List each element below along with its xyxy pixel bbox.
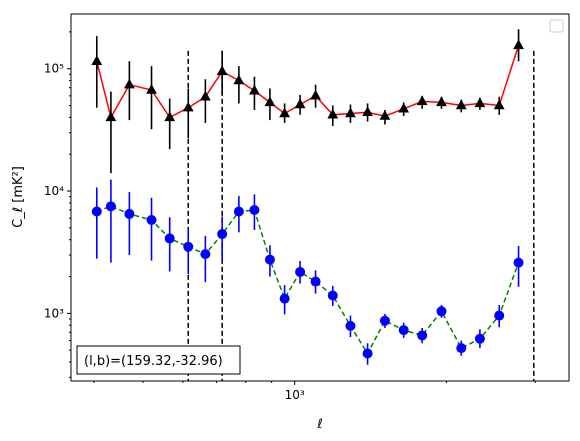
y-tick-label: 10³ (44, 306, 64, 320)
data-point-circle (146, 214, 157, 225)
plot-background (71, 14, 569, 381)
data-point-circle (124, 208, 135, 219)
annotation-box (76, 345, 241, 375)
data-point-triangle (216, 65, 228, 76)
plot-frame (70, 13, 570, 382)
legend-box[interactable] (549, 19, 564, 33)
data-point-circle (513, 257, 524, 268)
tick-labels: 10³ 10⁴ 10⁵ 10³ (44, 62, 305, 402)
data-point-circle (91, 206, 102, 217)
data-point-triangle (345, 107, 356, 118)
data-point-circle (398, 325, 409, 336)
data-point-triangle (164, 111, 176, 122)
data-point-triangle (279, 107, 291, 118)
data-point-circle (264, 254, 275, 265)
data-point-triangle (264, 96, 276, 107)
data-point-triangle (249, 84, 260, 95)
data-point-circle (327, 290, 338, 301)
vertical-lines (187, 50, 535, 381)
y-tick-label: 10⁵ (44, 62, 64, 76)
data-point-circle (345, 320, 356, 331)
data-point-circle (474, 333, 485, 344)
data-point-circle (249, 204, 260, 215)
data-point-circle (183, 241, 194, 252)
data-point-circle (362, 348, 373, 359)
data-point-triangle (233, 74, 245, 85)
series-1 (91, 29, 524, 174)
data-point-circle (417, 330, 428, 341)
data-point-circle (279, 293, 290, 304)
data-point-circle (379, 315, 390, 326)
data-point-triangle (416, 95, 428, 106)
data-point-triangle (513, 39, 524, 50)
x-tick-label: 10³ (285, 388, 305, 402)
data-point-triangle (199, 90, 211, 101)
data-point-triangle (474, 97, 486, 108)
series-2 (91, 179, 524, 365)
x-axis-label: ℓ (316, 417, 322, 432)
data-point-triangle (123, 78, 135, 89)
data-point-triangle (436, 96, 447, 107)
data-point-triangle (455, 99, 467, 110)
data-point-triangle (91, 55, 103, 65)
data-point-circle (295, 266, 306, 277)
data-point-circle (164, 233, 175, 244)
data-point-triangle (398, 102, 410, 113)
data-point-circle (456, 343, 467, 354)
data-point-triangle (294, 98, 306, 109)
annotation-text: (l,b)=(159.32,-32.96) (84, 354, 223, 369)
y-axis-label: C_ℓ [mK²] (11, 166, 26, 228)
data-point-triangle (379, 110, 391, 120)
data-point-circle (494, 310, 505, 321)
axis-ticks (67, 31, 536, 385)
data-point-circle (217, 229, 228, 240)
series-layer (91, 29, 524, 365)
data-point-triangle (493, 99, 505, 110)
data-point-circle (200, 249, 211, 260)
data-point-triangle (362, 106, 373, 117)
data-point-triangle (182, 101, 194, 112)
y-tick-label: 10⁴ (44, 184, 64, 198)
data-point-triangle (105, 111, 117, 122)
data-point-circle (436, 306, 447, 317)
data-point-circle (310, 276, 321, 287)
data-point-circle (105, 201, 116, 212)
data-point-triangle (310, 89, 321, 100)
data-point-triangle (327, 108, 339, 119)
data-point-circle (233, 206, 244, 217)
data-point-triangle (146, 83, 157, 94)
